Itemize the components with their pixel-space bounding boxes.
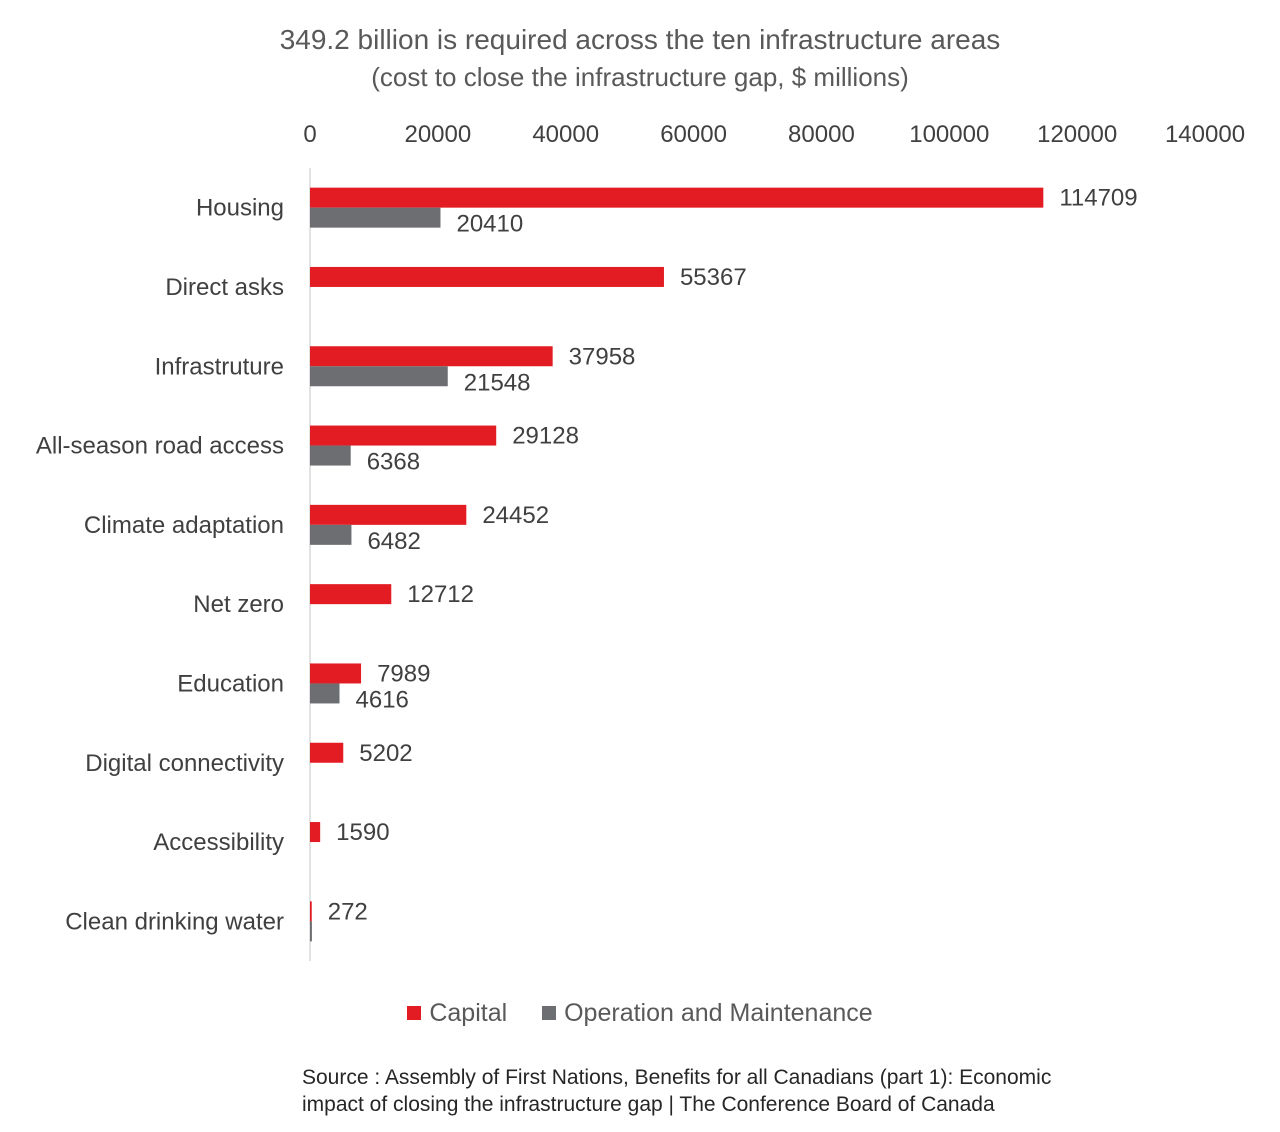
bar-operation-maintenance <box>310 683 340 704</box>
bar-capital <box>310 822 321 843</box>
x-tick-label: 120000 <box>1037 121 1117 148</box>
bar-operation-maintenance <box>310 207 441 228</box>
x-tick-label: 0 <box>303 121 316 148</box>
legend-swatch-operation-maintenance <box>542 1006 557 1020</box>
x-tick-label: 140000 <box>1165 121 1245 148</box>
source-line-1: Source : Assembly of First Nations, Bene… <box>302 1066 1052 1089</box>
bar-operation-maintenance <box>310 366 448 387</box>
category-label: Education <box>177 670 284 697</box>
bar-operation-maintenance <box>310 921 312 942</box>
source-note: Source : Assembly of First Nations, Bene… <box>302 1064 1202 1118</box>
legend-label-operation-maintenance: Operation and Maintenance <box>564 999 873 1027</box>
legend-item-operation-maintenance: Operation and Maintenance <box>542 999 873 1028</box>
x-tick-label: 80000 <box>788 121 855 148</box>
data-label-capital: 272 <box>328 898 368 925</box>
data-label-capital: 7989 <box>377 660 430 687</box>
x-tick-label: 20000 <box>404 121 471 148</box>
data-label-capital: 1590 <box>336 819 389 846</box>
bar-capital <box>310 346 553 367</box>
data-label-operation-maintenance: 20410 <box>456 211 523 238</box>
category-label: Accessibility <box>153 829 284 856</box>
x-tick-label: 60000 <box>660 121 727 148</box>
legend-swatch-capital <box>407 1006 422 1020</box>
category-label: Infrastruture <box>155 353 284 380</box>
category-label: All-season road access <box>36 433 284 460</box>
data-label-capital: 5202 <box>359 740 412 767</box>
legend-label-capital: Capital <box>429 999 508 1027</box>
chart-legend: Capital Operation and Maintenance <box>0 999 1280 1028</box>
data-label-capital: 29128 <box>512 423 579 450</box>
category-label: Digital connectivity <box>85 750 284 777</box>
bar-capital <box>310 901 312 922</box>
data-label-capital: 114709 <box>1059 185 1137 212</box>
x-tick-label: 100000 <box>909 121 989 148</box>
x-tick-label: 40000 <box>532 121 599 148</box>
bar-capital <box>310 742 344 763</box>
source-line-2: impact of closing the infrastructure gap… <box>302 1093 995 1116</box>
bar-capital <box>310 425 497 446</box>
legend-item-capital: Capital <box>407 999 507 1028</box>
bar-operation-maintenance <box>310 524 352 545</box>
data-label-operation-maintenance: 6368 <box>367 449 420 476</box>
bar-capital <box>310 187 1044 208</box>
category-label: Direct asks <box>165 274 284 301</box>
bar-capital <box>310 504 467 525</box>
chart-title: 349.2 billion is required across the ten… <box>279 24 1001 55</box>
chart-subtitle: (cost to close the infrastructure gap, $… <box>371 62 909 92</box>
bar-capital <box>310 584 392 605</box>
data-label-operation-maintenance: 21548 <box>464 369 531 396</box>
category-label: Climate adaptation <box>84 512 284 539</box>
category-label: Housing <box>196 195 284 222</box>
data-label-capital: 55367 <box>680 264 747 291</box>
data-label-operation-maintenance: 4616 <box>356 686 409 713</box>
category-label: Net zero <box>193 591 284 618</box>
data-label-capital: 37958 <box>569 343 636 370</box>
bar-operation-maintenance <box>310 445 351 466</box>
data-label-operation-maintenance: 6482 <box>367 528 420 555</box>
bar-capital <box>310 663 362 684</box>
bar-chart: 0 20000 40000 60000 80000 100000 120000 140000 H… <box>36 121 1245 961</box>
data-label-capital: 12712 <box>407 581 474 608</box>
data-label-capital: 24452 <box>482 502 549 529</box>
bar-capital <box>310 266 664 287</box>
category-label: Clean drinking water <box>65 908 284 935</box>
